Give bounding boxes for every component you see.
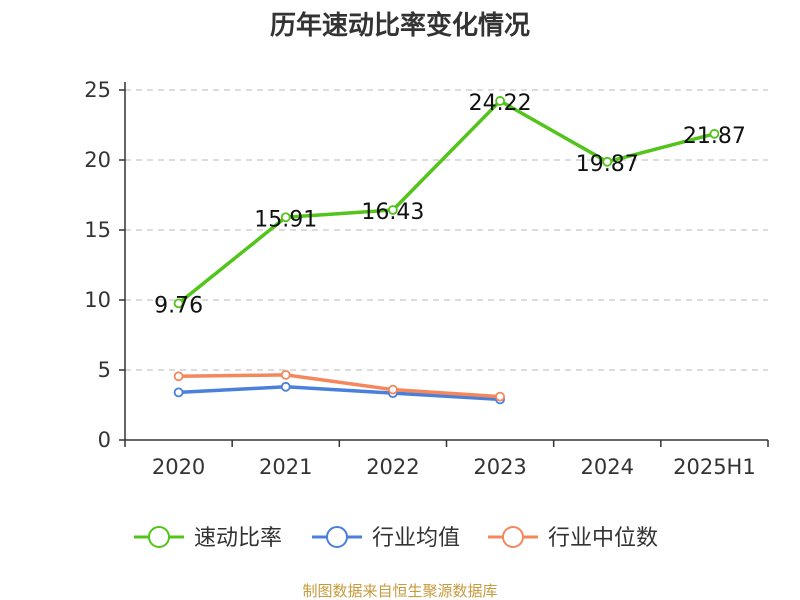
chart-title: 历年速动比率变化情况 bbox=[270, 10, 530, 41]
legend-label-1: 行业均值 bbox=[372, 526, 460, 551]
y-tick-label: 20 bbox=[84, 148, 111, 172]
axes bbox=[119, 82, 769, 447]
x-tick-label-2021: 2021 bbox=[259, 455, 312, 479]
data-label: 15.91 bbox=[254, 207, 317, 232]
data-point bbox=[388, 205, 398, 215]
series-line-1 bbox=[178, 385, 501, 402]
x-tick-labels: 2020 2021 2022 2023 2024 2025H1 bbox=[152, 455, 756, 479]
data-point bbox=[280, 381, 291, 392]
y-tick-labels: 0 5 10 15 20 25 bbox=[84, 78, 111, 452]
data-point bbox=[495, 391, 505, 402]
series-lines bbox=[177, 99, 715, 402]
grid-lines bbox=[125, 89, 768, 371]
series-line-0 bbox=[177, 99, 715, 305]
data-label: 16.43 bbox=[361, 200, 424, 225]
data-label: 19.87 bbox=[576, 152, 639, 177]
data-label: 9.76 bbox=[154, 293, 203, 318]
data-points bbox=[173, 96, 720, 405]
x-tick-label-2025H1: 2025H1 bbox=[673, 455, 756, 479]
data-labels: 9.76 15.91 16.43 24.22 19.87 21.87 bbox=[154, 91, 746, 318]
data-label: 21.87 bbox=[683, 124, 746, 149]
y-tick-label: 5 bbox=[98, 358, 111, 382]
legend-marker-0 bbox=[148, 526, 170, 548]
data-point bbox=[495, 96, 505, 106]
x-tick-label-2020: 2020 bbox=[152, 455, 205, 479]
legend-label-2: 行业中位数 bbox=[548, 526, 658, 551]
y-tick-label: 15 bbox=[84, 218, 111, 242]
legend: 速动比率 行业均值 行业中位数 bbox=[134, 526, 658, 551]
source-note: 制图数据来自恒生聚源数据库 bbox=[302, 582, 497, 600]
legend-marker-1 bbox=[326, 526, 348, 548]
legend-marker-2 bbox=[502, 526, 524, 548]
y-tick-label: 25 bbox=[84, 78, 111, 102]
legend-label-0: 速动比率 bbox=[194, 526, 282, 551]
data-point bbox=[709, 128, 720, 139]
data-point bbox=[173, 387, 184, 398]
data-point bbox=[280, 212, 291, 223]
x-tick-label-2024: 2024 bbox=[581, 455, 634, 479]
data-point bbox=[173, 371, 184, 382]
y-tick-label: 10 bbox=[84, 288, 111, 312]
y-tick-label: 0 bbox=[98, 428, 111, 452]
x-tick-label-2022: 2022 bbox=[366, 455, 419, 479]
data-point bbox=[173, 298, 184, 309]
data-point bbox=[602, 156, 613, 167]
data-point bbox=[388, 384, 398, 395]
series-line-2 bbox=[178, 373, 501, 399]
data-label: 24.22 bbox=[469, 91, 532, 116]
x-tick-label-2023: 2023 bbox=[473, 455, 526, 479]
data-point bbox=[280, 369, 291, 380]
